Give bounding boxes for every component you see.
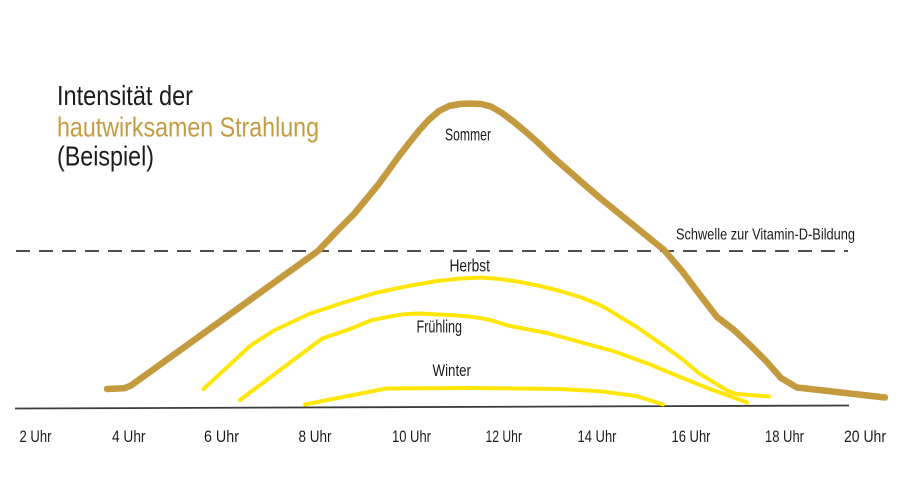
svg-text:18 Uhr: 18 Uhr — [765, 428, 804, 446]
svg-text:16 Uhr: 16 Uhr — [672, 428, 711, 446]
svg-text:6 Uhr: 6 Uhr — [204, 428, 239, 446]
svg-text:Herbst: Herbst — [450, 256, 491, 276]
svg-text:Winter: Winter — [433, 361, 472, 380]
svg-text:Frühling: Frühling — [417, 317, 463, 337]
svg-text:Sommer: Sommer — [445, 125, 491, 145]
svg-text:hautwirksamen Strahlung: hautwirksamen Strahlung — [57, 112, 319, 143]
svg-text:Schwelle zur Vitamin-D-Bildung: Schwelle zur Vitamin-D-Bildung — [676, 227, 855, 244]
svg-text:10 Uhr: 10 Uhr — [392, 428, 431, 446]
svg-text:4 Uhr: 4 Uhr — [112, 428, 146, 446]
svg-text:12 Uhr: 12 Uhr — [486, 428, 523, 446]
svg-text:20 Uhr: 20 Uhr — [844, 428, 886, 446]
svg-text:8 Uhr: 8 Uhr — [299, 428, 332, 446]
svg-text:2 Uhr: 2 Uhr — [20, 428, 52, 446]
svg-text:Intensität der: Intensität der — [57, 80, 193, 111]
svg-text:(Beispiel): (Beispiel) — [57, 141, 154, 172]
svg-text:14 Uhr: 14 Uhr — [578, 428, 617, 446]
